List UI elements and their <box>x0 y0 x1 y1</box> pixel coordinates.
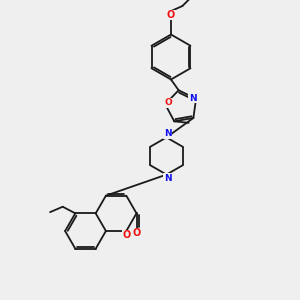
Text: N: N <box>189 94 196 103</box>
Text: O: O <box>167 10 175 20</box>
Text: O: O <box>122 230 130 241</box>
Text: N: N <box>164 129 172 138</box>
Text: N: N <box>164 174 172 183</box>
Text: O: O <box>132 228 141 239</box>
Text: O: O <box>164 98 172 107</box>
